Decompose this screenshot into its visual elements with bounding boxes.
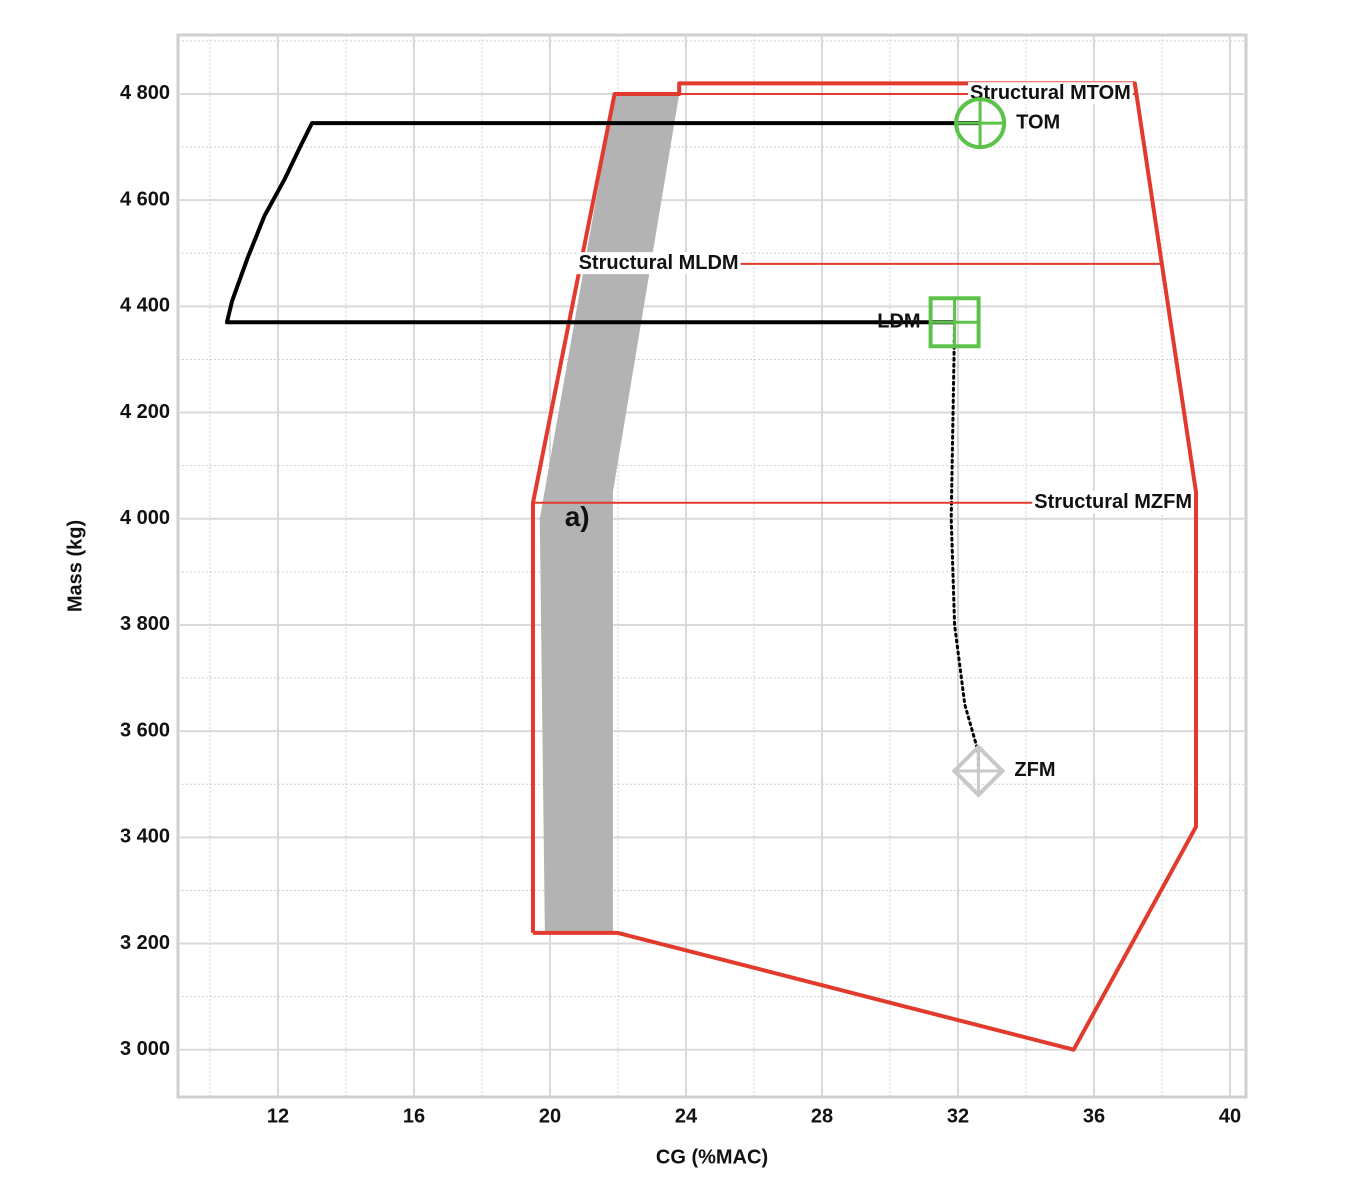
x-tick-label: 24 — [675, 1105, 698, 1127]
x-tick-label: 32 — [947, 1105, 969, 1127]
y-tick-label: 4 600 — [120, 188, 170, 210]
x-tick-label: 16 — [403, 1105, 425, 1127]
y-axis-label: Mass (kg) — [64, 520, 86, 612]
y-tick-label: 3 800 — [120, 613, 170, 635]
y-tick-label: 4 800 — [120, 82, 170, 104]
y-tick-label: 4 000 — [120, 507, 170, 529]
plot-frame — [176, 33, 1248, 1099]
limit-label: Structural MTOM — [970, 82, 1131, 104]
x-tick-label: 40 — [1219, 1105, 1241, 1127]
y-tick-label: 3 400 — [120, 826, 170, 848]
y-tick-label: 4 400 — [120, 295, 170, 317]
label-background — [968, 82, 1133, 105]
envelope-line — [224, 121, 981, 325]
envelope-line — [530, 81, 1199, 1052]
cg-band — [539, 93, 680, 933]
point-label: ZFM — [1014, 759, 1055, 781]
label-background — [1032, 491, 1195, 514]
y-tick-label: 3 600 — [120, 719, 170, 741]
x-tick-label: 36 — [1083, 1105, 1105, 1127]
limit-label: Structural MZFM — [1034, 491, 1192, 513]
point-label: LDM — [877, 311, 920, 333]
y-tick-label: 3 200 — [120, 932, 170, 954]
x-tick-label: 12 — [267, 1105, 289, 1127]
x-tick-label: 28 — [811, 1105, 833, 1127]
y-tick-label: 3 000 — [120, 1038, 170, 1060]
y-tick-label: 4 200 — [120, 401, 170, 423]
limit-label: Structural MLDM — [579, 252, 739, 274]
x-tick-label: 20 — [539, 1105, 561, 1127]
label-background — [576, 252, 741, 275]
point-label: TOM — [1016, 111, 1060, 133]
x-axis-label: CG (%MAC) — [656, 1146, 768, 1168]
annotation: a) — [565, 501, 590, 532]
cg-path — [949, 320, 980, 773]
